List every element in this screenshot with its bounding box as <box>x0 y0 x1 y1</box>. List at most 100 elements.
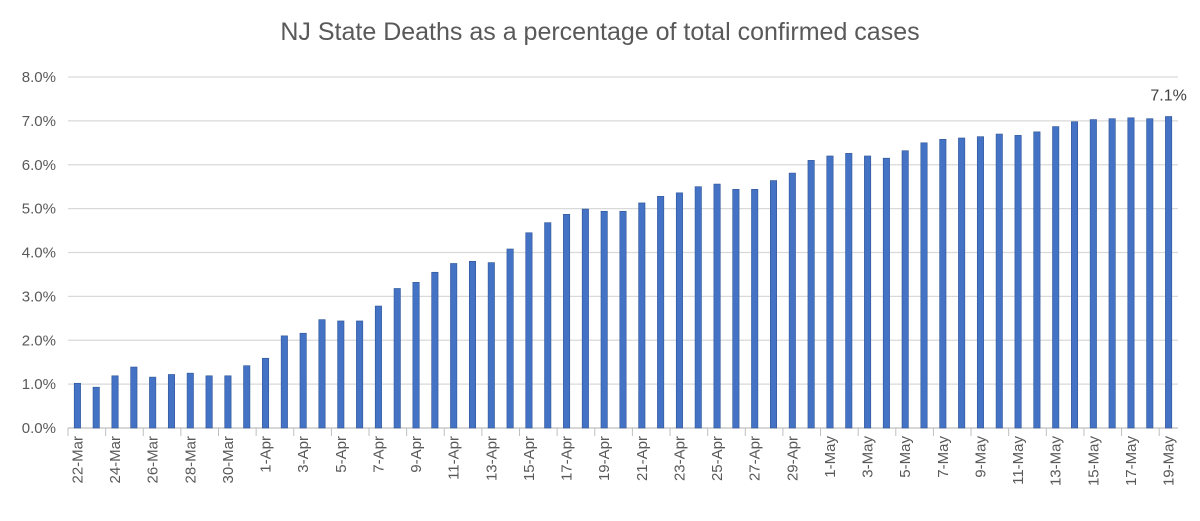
x-tick-label: 5-May <box>897 436 914 478</box>
x-tick-label: 7-Apr <box>370 436 387 473</box>
bar <box>318 319 326 429</box>
bar <box>788 172 796 429</box>
x-tick-label: 1-May <box>822 436 839 478</box>
x-tick-label: 19-May <box>1161 436 1178 487</box>
bar <box>751 189 759 429</box>
bar <box>243 365 251 429</box>
bar <box>506 248 514 429</box>
y-tick-label: 2.0% <box>22 332 56 349</box>
bar <box>1127 117 1135 429</box>
x-tick-label: 21-Apr <box>634 436 651 481</box>
bar <box>563 214 571 429</box>
x-tick-label: 17-May <box>1123 436 1140 487</box>
chart-title: NJ State Deaths as a percentage of total… <box>280 18 919 46</box>
bar <box>976 136 984 429</box>
bar <box>374 305 382 429</box>
bar <box>224 375 232 429</box>
bar <box>1089 119 1097 429</box>
x-tick-label: 9-May <box>972 436 989 478</box>
bar <box>732 189 740 429</box>
x-tick-label: 23-Apr <box>671 436 688 481</box>
bar <box>600 210 608 429</box>
data-label: 7.1% <box>1150 87 1186 104</box>
x-tick-label: 15-Apr <box>521 436 538 481</box>
bar <box>864 155 872 429</box>
bar <box>882 157 890 429</box>
bar <box>807 160 815 429</box>
bar <box>1014 135 1022 429</box>
y-tick-label: 6.0% <box>22 157 56 174</box>
bar <box>262 357 270 429</box>
x-tick-label: 27-Apr <box>747 436 764 481</box>
bar <box>638 202 646 429</box>
bar <box>393 288 401 429</box>
bar <box>939 139 947 429</box>
bar <box>92 386 100 429</box>
bar <box>299 332 307 429</box>
bar <box>958 137 966 429</box>
bar <box>1071 121 1079 429</box>
bar <box>205 375 213 429</box>
x-tick-label: 29-Apr <box>784 436 801 481</box>
bar <box>770 180 778 429</box>
bar <box>995 133 1003 429</box>
x-tick-label: 11-Apr <box>446 436 463 480</box>
bar <box>581 208 589 429</box>
bar <box>431 271 439 429</box>
x-tick-label: 9-Apr <box>408 436 425 473</box>
bar <box>468 260 476 429</box>
bar <box>487 262 495 429</box>
bar <box>920 142 928 429</box>
bar <box>167 374 175 429</box>
bar <box>111 375 119 429</box>
x-tick-label: 3-Apr <box>295 436 312 473</box>
x-tick-label: 19-Apr <box>596 436 613 481</box>
bar <box>657 196 665 429</box>
x-tick-label: 1-Apr <box>258 436 275 473</box>
bar <box>356 320 364 429</box>
y-tick-label: 3.0% <box>22 288 56 305</box>
x-tick-label: 26-Mar <box>145 436 162 484</box>
bar <box>525 232 533 429</box>
bar <box>450 263 458 429</box>
bar <box>337 320 345 429</box>
y-tick-label: 5.0% <box>22 201 56 218</box>
x-tick-label: 28-Mar <box>182 436 199 484</box>
bar <box>280 335 288 429</box>
y-tick-label: 4.0% <box>22 245 56 262</box>
x-tick-label: 17-Apr <box>559 436 576 481</box>
y-tick-label: 7.0% <box>22 113 56 130</box>
x-tick-label: 25-Apr <box>709 436 726 481</box>
x-tick-label: 13-May <box>1048 436 1065 487</box>
x-tick-label: 13-Apr <box>483 436 500 481</box>
bar <box>845 153 853 429</box>
bar <box>186 372 194 429</box>
bar <box>412 282 420 429</box>
bar <box>149 376 157 429</box>
bar <box>901 150 909 429</box>
bar <box>1108 118 1116 429</box>
bar <box>1165 116 1173 429</box>
bar <box>130 366 138 429</box>
bar <box>694 186 702 429</box>
x-tick-label: 24-Mar <box>107 436 124 484</box>
x-tick-label: 15-May <box>1085 436 1102 487</box>
x-tick-label: 3-May <box>860 436 877 478</box>
bar <box>713 183 721 429</box>
bar <box>544 222 552 429</box>
bar <box>73 382 81 429</box>
bar <box>619 210 627 429</box>
x-tick-label: 5-Apr <box>333 436 350 473</box>
x-tick-label: 30-Mar <box>220 436 237 484</box>
x-tick-label: 11-May <box>1010 436 1027 485</box>
bar <box>1146 118 1154 429</box>
y-tick-label: 0.0% <box>22 420 56 437</box>
x-tick-label: 22-Mar <box>69 436 86 484</box>
bar <box>1052 126 1060 429</box>
y-tick-label: 8.0% <box>22 69 56 86</box>
bar <box>826 155 834 429</box>
bar <box>1033 131 1041 429</box>
bar <box>675 192 683 429</box>
y-tick-label: 1.0% <box>22 376 56 393</box>
